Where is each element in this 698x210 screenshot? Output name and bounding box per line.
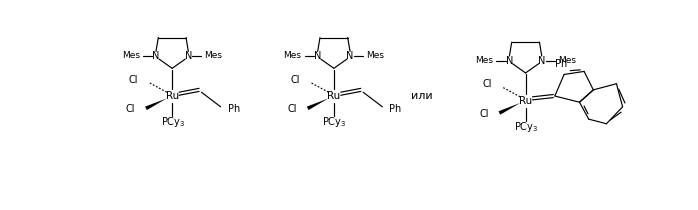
Text: Ph: Ph (228, 104, 240, 114)
Text: Mes: Mes (205, 51, 223, 60)
Text: PCy$_3$: PCy$_3$ (514, 120, 539, 134)
Text: Cl: Cl (128, 75, 138, 85)
Polygon shape (307, 98, 329, 110)
Text: Ru: Ru (327, 91, 341, 101)
Text: Ru: Ru (519, 96, 532, 106)
Polygon shape (498, 103, 520, 115)
Text: Mes: Mes (283, 51, 302, 60)
Text: N: N (506, 56, 513, 66)
Text: N: N (538, 56, 545, 66)
Text: Mes: Mes (475, 56, 493, 65)
Text: Cl: Cl (288, 104, 297, 114)
Text: Cl: Cl (479, 109, 489, 119)
Text: Mes: Mes (122, 51, 140, 60)
Text: или: или (411, 91, 433, 101)
Text: N: N (152, 51, 160, 61)
Text: N: N (314, 51, 321, 61)
Text: Ru: Ru (165, 91, 179, 101)
Text: Ph: Ph (555, 59, 567, 70)
Text: PCy$_3$: PCy$_3$ (161, 115, 185, 129)
Text: Mes: Mes (558, 56, 576, 65)
Text: Cl: Cl (126, 104, 135, 114)
Text: Cl: Cl (290, 75, 300, 85)
Text: Cl: Cl (482, 80, 491, 89)
Text: N: N (346, 51, 354, 61)
Text: PCy$_3$: PCy$_3$ (322, 115, 347, 129)
Text: Ph: Ph (389, 104, 401, 114)
Text: Mes: Mes (366, 51, 384, 60)
Polygon shape (145, 98, 167, 110)
Text: N: N (185, 51, 192, 61)
